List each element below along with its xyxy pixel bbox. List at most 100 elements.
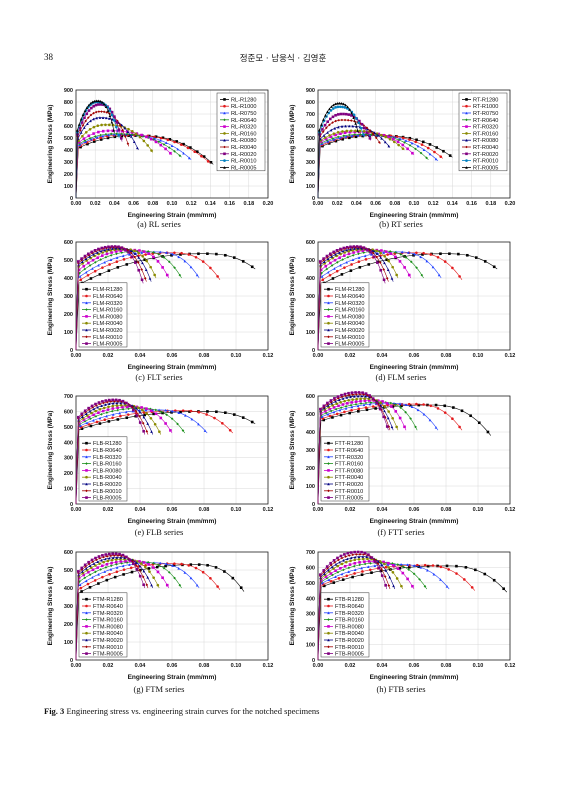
data-point <box>188 410 191 413</box>
data-point <box>152 566 155 569</box>
series-flb-r0005 <box>75 398 146 505</box>
data-point <box>357 407 361 411</box>
data-point <box>179 143 183 146</box>
plot-frame <box>75 551 269 661</box>
data-point <box>365 408 369 412</box>
data-point <box>107 420 111 423</box>
x-tick-label: 0.16 <box>466 201 477 207</box>
data-point <box>342 246 346 250</box>
data-point <box>350 409 353 412</box>
data-point <box>422 148 426 152</box>
data-point <box>80 566 84 570</box>
data-point <box>86 273 90 277</box>
data-point <box>107 398 111 402</box>
data-point <box>111 413 115 416</box>
data-point <box>391 562 394 565</box>
x-tick-label: 0.06 <box>167 663 178 669</box>
data-point <box>80 590 83 593</box>
data-point <box>101 134 105 138</box>
data-point <box>164 564 167 568</box>
data-point <box>422 412 426 416</box>
x-axis-title: Engineering Strain (mm/mm) <box>370 674 459 681</box>
data-point <box>329 252 332 256</box>
data-point <box>359 399 362 403</box>
data-point <box>223 570 226 573</box>
data-point <box>133 559 137 563</box>
chart-svg: 0.00 0.02 0.04 0.06 0.08 0.10 0.12 0.14 0.16 0.18… <box>289 88 515 219</box>
data-point <box>403 266 406 269</box>
legend-entry: FLB-R1280 <box>93 441 122 447</box>
legend-entry: FTB-R0320 <box>335 611 364 617</box>
data-point <box>347 249 350 253</box>
series-rl-r1000 <box>75 133 211 199</box>
data-point <box>141 408 144 412</box>
data-point <box>159 139 162 142</box>
data-point <box>400 404 403 408</box>
data-point <box>345 248 349 252</box>
x-tick-label: 0.08 <box>199 663 210 669</box>
data-point <box>398 260 402 263</box>
data-point <box>346 105 349 109</box>
y-tick-label: 800 <box>306 100 315 106</box>
data-point <box>354 391 357 394</box>
data-point <box>359 397 362 401</box>
y-tick-label: 200 <box>64 622 73 628</box>
data-point <box>334 102 337 106</box>
data-point <box>116 408 120 412</box>
data-point <box>368 402 372 406</box>
data-point <box>383 261 386 265</box>
data-point <box>349 129 353 133</box>
data-point <box>320 123 323 126</box>
data-point <box>372 559 376 563</box>
data-point <box>385 276 389 280</box>
data-point <box>368 395 371 399</box>
data-point <box>92 413 95 417</box>
data-point <box>183 571 187 574</box>
data-point <box>327 652 330 655</box>
plot-frame <box>317 395 511 505</box>
data-point <box>396 567 400 570</box>
data-point <box>96 124 100 127</box>
data-point <box>327 611 330 615</box>
legend-entry: RT-R0040 <box>473 145 498 151</box>
data-point <box>387 410 390 413</box>
data-point <box>386 563 390 566</box>
data-point <box>452 406 455 409</box>
data-point <box>104 557 107 561</box>
chart-svg: 0.00 0.02 0.04 0.06 0.08 0.10 0.12 0 100 200 300 40… <box>289 240 515 371</box>
data-point <box>183 259 187 263</box>
data-point <box>189 265 193 269</box>
data-point <box>437 273 441 277</box>
data-point <box>346 551 350 555</box>
data-point <box>146 560 150 564</box>
data-point <box>109 554 113 558</box>
x-axis-title: Engineering Strain (mm/mm) <box>128 674 217 681</box>
data-point <box>359 126 363 130</box>
legend-entry: FTT-R0160 <box>335 462 363 468</box>
data-point <box>455 564 458 568</box>
data-point <box>335 412 339 416</box>
data-point <box>364 406 368 409</box>
data-point <box>391 137 395 141</box>
data-point <box>328 407 332 411</box>
data-point <box>414 425 417 429</box>
data-point <box>77 576 81 580</box>
data-point <box>439 565 443 569</box>
data-point <box>100 404 103 407</box>
data-point <box>400 584 403 588</box>
legend-entry: FTB-R1280 <box>335 597 364 603</box>
data-point <box>343 553 346 556</box>
data-point <box>492 265 496 269</box>
data-point <box>381 400 384 403</box>
data-point <box>384 565 388 569</box>
data-point <box>85 342 88 345</box>
data-point <box>398 566 402 570</box>
data-point <box>98 422 102 425</box>
data-point <box>86 122 89 126</box>
x-tick-label: 0.08 <box>147 201 158 207</box>
data-point <box>436 255 440 259</box>
data-point <box>214 566 218 569</box>
data-point <box>203 429 207 432</box>
data-point <box>156 260 160 263</box>
legend-entry: RT-R0750 <box>473 111 498 117</box>
